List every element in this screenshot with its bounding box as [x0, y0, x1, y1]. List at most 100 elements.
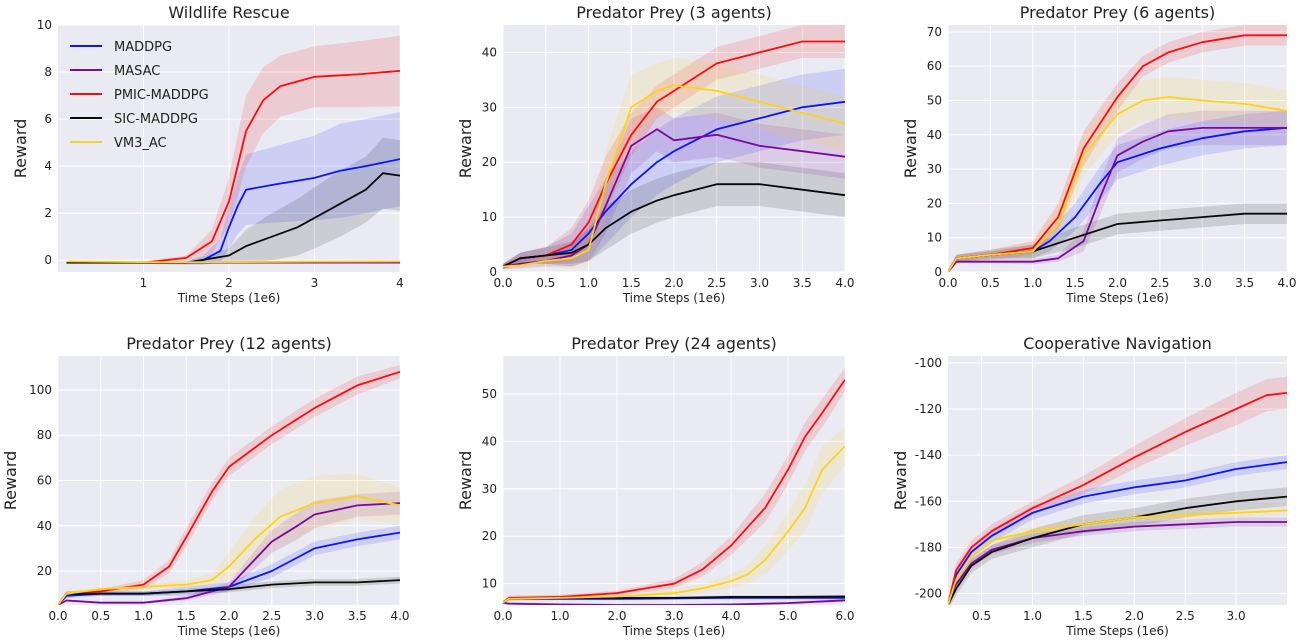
x-tick-label: 6.0: [835, 609, 854, 623]
band-masac: [58, 491, 400, 605]
series-group: [503, 367, 845, 605]
x-tick-label: 4: [396, 276, 404, 290]
panel-6: 0.5 1.0 1.5 2.0 2.5 3.0 -200 -180 -160 -140 -120 -1…: [891, 334, 1287, 638]
y-tick-label: 0: [489, 265, 497, 279]
band-sic-maddpg: [58, 576, 400, 605]
band-masac: [948, 517, 1287, 605]
y-tick-label: 0: [934, 265, 942, 279]
legend-label-masac: MASAC: [114, 64, 160, 79]
x-tick-label: 2.0: [219, 609, 238, 623]
x-tick-label: 0.5: [536, 276, 555, 290]
x-tick-label: 2.5: [1150, 276, 1169, 290]
x-tick-label: 0.5: [981, 276, 1000, 290]
x-tick-label: 4.0: [1277, 276, 1296, 290]
series-group: [503, 25, 845, 270]
y-tick-label: 2: [44, 206, 52, 220]
band-maddpg: [66, 112, 400, 265]
band-pmic-maddpg: [66, 35, 400, 264]
x-tick-label: 4.0: [721, 609, 740, 623]
series-group: [58, 365, 400, 605]
y-tick-label: -180: [915, 540, 942, 554]
x-tick-label: 5.0: [778, 609, 797, 623]
y-tick-label: 40: [927, 128, 942, 142]
line-vm3-ac: [66, 260, 400, 264]
x-tick-label: 1.0: [134, 609, 153, 623]
band-vm3-ac: [503, 57, 845, 270]
series-group: [948, 25, 1287, 272]
x-tick-label: 3.0: [664, 609, 683, 623]
y-tick-label: 80: [37, 428, 52, 442]
x-tick-label: 1.5: [177, 609, 196, 623]
band-maddpg: [58, 525, 400, 605]
chart-title: Predator Prey (3 agents): [576, 3, 771, 22]
line-masac: [503, 599, 845, 605]
chart-title: Predator Prey (24 agents): [571, 334, 777, 353]
y-tick-label: 8: [44, 65, 52, 79]
x-axis-label: Time Steps (1e6): [622, 624, 726, 638]
y-tick-label: 60: [927, 59, 942, 73]
y-axis-label: Reward: [456, 119, 475, 179]
y-tick-label: 6: [44, 112, 52, 126]
y-tick-label: 4: [44, 159, 52, 173]
legend-label-vm3-ac: VM3_AC: [114, 136, 167, 151]
series-group: [66, 35, 400, 265]
line-pmic-maddpg: [66, 70, 400, 264]
x-tick-label: 0.0: [493, 276, 512, 290]
x-tick-label: 1.0: [1023, 609, 1042, 623]
x-tick-label: 3.5: [793, 276, 812, 290]
band-pmic-maddpg: [503, 367, 845, 605]
x-tick-label: 3: [311, 276, 319, 290]
line-masac: [948, 127, 1287, 272]
line-maddpg: [948, 461, 1287, 605]
y-tick-label: 50: [927, 93, 942, 107]
y-axis-label: Reward: [1, 451, 20, 511]
line-pmic-maddpg: [503, 379, 845, 604]
series-group: [948, 376, 1287, 605]
legend-label-pmic-maddpg: PMIC-MADDPG: [114, 88, 209, 103]
chart-title: Predator Prey (6 agents): [1020, 3, 1215, 22]
band-pmic-maddpg: [58, 365, 400, 605]
y-tick-label: -140: [915, 448, 942, 462]
line-vm3-ac: [948, 96, 1287, 272]
y-tick-label: 40: [37, 519, 52, 533]
x-tick-label: 0.0: [938, 276, 957, 290]
y-axis-label: Reward: [901, 119, 920, 179]
y-tick-label: 10: [37, 18, 52, 32]
line-vm3-ac: [503, 84, 845, 268]
y-tick-label: 30: [927, 162, 942, 176]
y-tick-label: 70: [927, 25, 942, 39]
line-vm3-ac: [948, 509, 1287, 605]
y-tick-label: 60: [37, 474, 52, 488]
x-tick-label: 1.0: [1023, 276, 1042, 290]
panel-2: 0.0 0.5 1.0 1.5 2.0 2.5 3.0 3.5 4.0 0 10 20 30 40 Pred…: [456, 3, 855, 305]
x-tick-label: 1.0: [550, 609, 569, 623]
x-axis-label: Time Steps (1e6): [1065, 291, 1169, 305]
x-tick-label: 1.5: [1066, 276, 1085, 290]
line-vm3-ac: [503, 445, 845, 604]
chart-title: Wildlife Rescue: [168, 3, 289, 22]
x-tick-label: 2.0: [1125, 609, 1144, 623]
x-tick-label: 1: [140, 276, 148, 290]
line-masac: [948, 521, 1287, 605]
y-tick-label: -160: [915, 494, 942, 508]
y-tick-label: -120: [915, 402, 942, 416]
x-tick-label: 0.5: [91, 609, 110, 623]
y-tick-label: 50: [482, 387, 497, 401]
y-tick-label: 40: [482, 434, 497, 448]
y-tick-label: 20: [482, 155, 497, 169]
x-tick-label: 2: [225, 276, 233, 290]
line-pmic-maddpg: [58, 370, 400, 605]
x-tick-label: 3.0: [305, 609, 324, 623]
line-vm3-ac: [58, 495, 400, 605]
line-sic-maddpg: [948, 495, 1287, 605]
band-sic-maddpg: [948, 203, 1287, 272]
band-pmic-maddpg: [503, 25, 845, 270]
x-tick-label: 2.0: [1108, 276, 1127, 290]
line-sic-maddpg: [58, 579, 400, 605]
y-tick-label: 10: [927, 231, 942, 245]
x-tick-label: 2.0: [607, 609, 626, 623]
line-pmic-maddpg: [948, 392, 1287, 605]
y-tick-label: 30: [482, 100, 497, 114]
x-tick-label: 3.0: [750, 276, 769, 290]
